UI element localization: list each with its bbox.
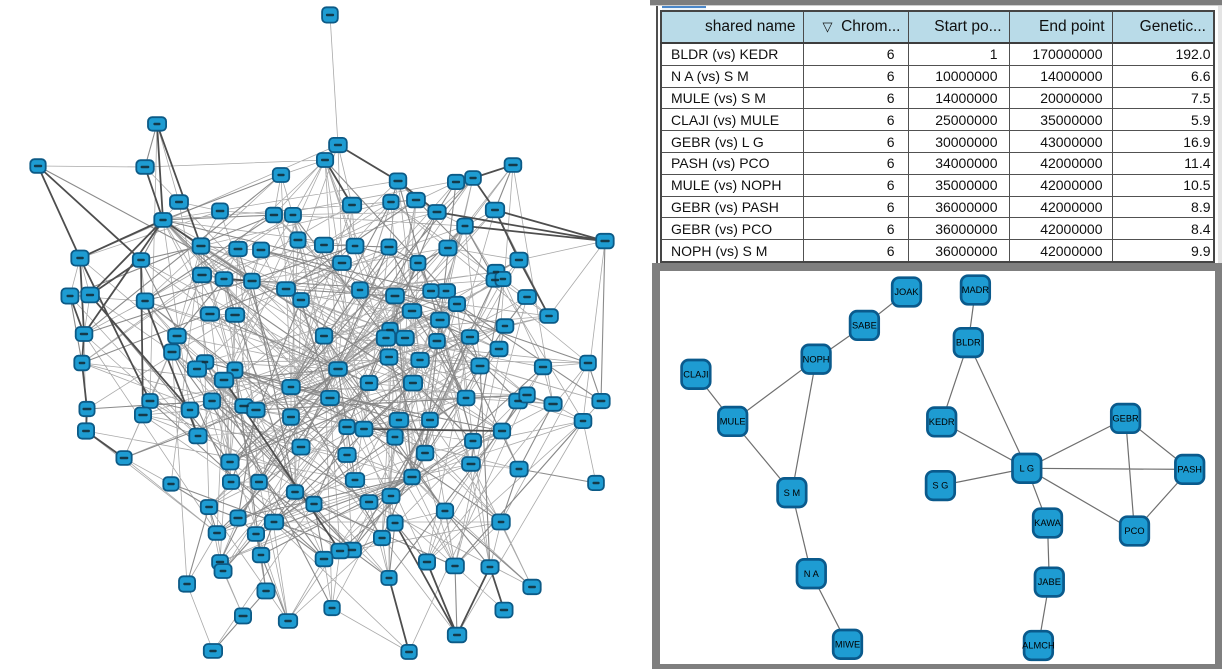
svg-text:MIWE: MIWE: [835, 639, 860, 649]
svg-text:S M: S M: [784, 488, 801, 498]
svg-text:JOAK: JOAK: [894, 287, 919, 297]
svg-text:MADR: MADR: [962, 285, 990, 295]
svg-text:S G: S G: [932, 481, 948, 491]
svg-text:KEDR: KEDR: [929, 417, 955, 427]
svg-text:JABE: JABE: [1038, 577, 1061, 587]
svg-text:CLAJI: CLAJI: [683, 369, 708, 379]
svg-text:GEBR: GEBR: [1112, 414, 1139, 424]
svg-text:ALMCH: ALMCH: [1022, 641, 1055, 651]
svg-text:PASH: PASH: [1177, 465, 1202, 475]
svg-text:PCO: PCO: [1124, 526, 1144, 536]
svg-text:L G: L G: [1019, 463, 1034, 473]
svg-text:KAWA: KAWA: [1034, 518, 1061, 528]
svg-text:BLDR: BLDR: [956, 338, 981, 348]
svg-text:N A: N A: [804, 569, 820, 579]
svg-text:NOPH: NOPH: [803, 354, 830, 364]
svg-text:MULE: MULE: [720, 417, 746, 427]
svg-text:SABE: SABE: [852, 321, 877, 331]
